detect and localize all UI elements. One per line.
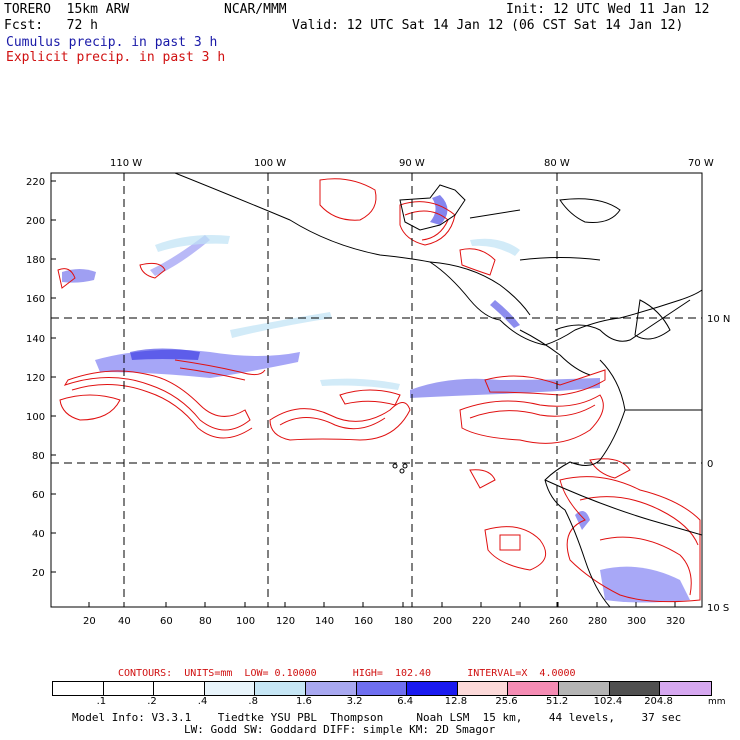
colorbar-label: 6.4	[397, 696, 414, 707]
colorbar-swatch	[407, 682, 458, 695]
colorbar-swatch	[660, 682, 711, 695]
x-tick: 300	[627, 616, 646, 627]
model-title: TORERO 15km ARW	[4, 2, 130, 17]
cumulus-precip-areas	[62, 195, 690, 603]
colorbar-label: .8	[248, 696, 258, 707]
colorbar-label: 12.8	[444, 696, 468, 707]
lon-label-100w: 100 W	[254, 158, 286, 169]
map-content	[57, 173, 702, 607]
colorbar-swatch	[457, 682, 509, 695]
colorbar-label: 1.6	[296, 696, 312, 707]
y-tick: 80	[32, 451, 45, 462]
model-info-line2: LW: Godd SW: Goddard DIFF: simple KM: 2D…	[184, 723, 496, 736]
valid-time: Valid: 12 UTC Sat 14 Jan 12 (06 CST Sat …	[292, 18, 684, 33]
colorbar-label: .1	[96, 696, 107, 707]
x-tick: 140	[315, 616, 334, 627]
organization: NCAR/MMM	[224, 2, 287, 17]
y-tick: 140	[26, 334, 45, 345]
colorbar-label: .4	[197, 696, 208, 707]
colorbar-swatch	[508, 682, 559, 695]
lat-label-0: 0	[707, 459, 713, 470]
x-tick: 60	[160, 616, 173, 627]
axis-ticks	[51, 180, 676, 607]
forecast-hour: Fcst: 72 h	[4, 18, 98, 33]
colorbar-swatch	[305, 682, 357, 695]
x-tick: 280	[588, 616, 607, 627]
light-precip-shading	[155, 235, 520, 390]
y-tick: 120	[26, 373, 45, 384]
colorbar-swatch	[609, 682, 661, 695]
y-tick: 160	[26, 294, 45, 305]
x-tick: 20	[83, 616, 96, 627]
x-tick: 240	[511, 616, 530, 627]
y-tick: 40	[32, 529, 45, 540]
x-tick: 40	[118, 616, 131, 627]
explicit-precip-contours	[57, 178, 701, 603]
x-tick: 320	[666, 616, 685, 627]
colorbar-label: 51.2	[546, 696, 569, 707]
x-tick-labels: 20 40 60 80 100 120 140 160 180 200 220 …	[83, 616, 685, 627]
colorbar-swatch	[103, 682, 155, 695]
y-tick-labels: 220 200 180 160 140 120 100 80 60 40 20	[26, 177, 45, 579]
model-info-line1: Model Info: V3.3.1 Tiedtke YSU PBL Thomp…	[72, 711, 682, 724]
x-tick: 80	[199, 616, 212, 627]
colorbar-swatch	[154, 682, 205, 695]
y-tick: 20	[32, 568, 45, 579]
x-tick: 160	[354, 616, 373, 627]
y-tick: 60	[32, 490, 45, 501]
y-tick: 220	[26, 177, 45, 188]
explicit-legend: Explicit precip. in past 3 h	[6, 50, 226, 65]
lat-label-10n: 10 N	[707, 314, 730, 325]
map-frame	[50, 172, 703, 608]
lon-label-70w: 70 W	[688, 158, 714, 169]
y-tick: 100	[26, 412, 45, 423]
colorbar-swatch	[53, 682, 104, 695]
cumulus-legend: Cumulus precip. in past 3 h	[6, 35, 218, 50]
y-tick: 200	[26, 216, 45, 227]
x-tick: 100	[236, 616, 255, 627]
colorbar-swatch	[558, 682, 610, 695]
colorbar-label: .2	[147, 696, 157, 707]
lat-label-10s: 10 S	[707, 603, 729, 614]
colorbar-swatch	[255, 682, 306, 695]
x-tick: 200	[433, 616, 452, 627]
x-tick: 120	[276, 616, 295, 627]
colorbar-units: mm	[708, 697, 726, 707]
colorbar-label: 204.8	[644, 696, 673, 707]
x-tick: 260	[549, 616, 568, 627]
graticule	[51, 173, 702, 607]
colorbar-label: 25.6	[495, 696, 518, 707]
colorbar-label: 102.4	[593, 696, 623, 707]
precip-colorbar	[52, 681, 712, 696]
lon-label-80w: 80 W	[544, 158, 570, 169]
lon-label-110w: 110 W	[110, 158, 142, 169]
colorbar-swatch	[204, 682, 256, 695]
colorbar-label: 3.2	[346, 696, 363, 707]
x-tick: 180	[394, 616, 413, 627]
init-time: Init: 12 UTC Wed 11 Jan 12	[506, 2, 710, 17]
x-tick: 220	[472, 616, 491, 627]
lon-label-90w: 90 W	[399, 158, 425, 169]
colorbar-swatch	[356, 682, 408, 695]
contours-info: CONTOURS: UNITS=mm LOW= 0.10000 HIGH= 10…	[118, 668, 576, 679]
y-tick: 180	[26, 255, 45, 266]
